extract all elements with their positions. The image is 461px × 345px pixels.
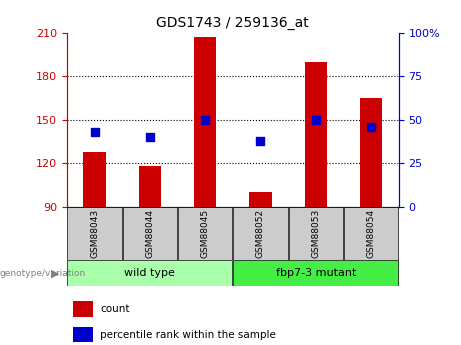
Point: [201, 117, 209, 122]
FancyBboxPatch shape: [67, 260, 232, 286]
Bar: [305, 62, 327, 207]
FancyBboxPatch shape: [178, 207, 232, 260]
FancyBboxPatch shape: [289, 207, 343, 260]
Text: percentile rank within the sample: percentile rank within the sample: [100, 330, 276, 339]
Text: GSM88052: GSM88052: [256, 209, 265, 258]
Bar: [249, 193, 272, 207]
FancyBboxPatch shape: [344, 207, 398, 260]
Point: [91, 129, 98, 135]
Text: fbp7-3 mutant: fbp7-3 mutant: [276, 268, 356, 278]
Text: GSM88045: GSM88045: [201, 209, 210, 258]
Bar: [139, 166, 161, 207]
Point: [257, 138, 264, 144]
Text: wild type: wild type: [124, 268, 175, 278]
Text: GSM88043: GSM88043: [90, 209, 99, 258]
Text: genotype/variation: genotype/variation: [0, 269, 86, 278]
Point: [367, 124, 375, 130]
Text: GSM88054: GSM88054: [366, 209, 376, 258]
FancyBboxPatch shape: [123, 207, 177, 260]
Text: GSM88053: GSM88053: [311, 209, 320, 258]
Text: ▶: ▶: [52, 268, 60, 278]
Bar: [360, 98, 382, 207]
Point: [146, 135, 154, 140]
Point: [312, 117, 319, 122]
Bar: [83, 152, 106, 207]
Text: count: count: [100, 304, 130, 314]
Text: GSM88044: GSM88044: [145, 209, 154, 258]
Title: GDS1743 / 259136_at: GDS1743 / 259136_at: [156, 16, 309, 30]
FancyBboxPatch shape: [233, 207, 288, 260]
Bar: [194, 37, 216, 207]
FancyBboxPatch shape: [233, 260, 398, 286]
Bar: [73, 301, 94, 317]
FancyBboxPatch shape: [67, 207, 122, 260]
Bar: [73, 327, 94, 342]
